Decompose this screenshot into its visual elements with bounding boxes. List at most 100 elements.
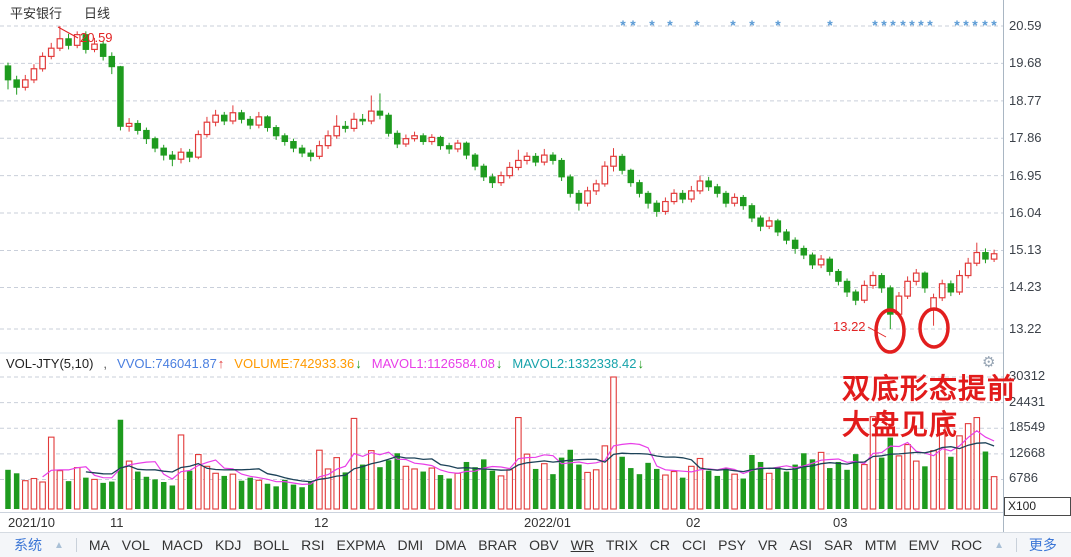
toolbar-item-VR[interactable]: VR — [758, 537, 778, 553]
settings-gear-icon[interactable]: ⚙ — [982, 354, 996, 371]
toolbar-item-PSY[interactable]: PSY — [718, 537, 747, 553]
toolbar-item-EMV[interactable]: EMV — [908, 537, 939, 553]
price-axis-label: 18.77 — [1009, 92, 1042, 108]
toolbar-separator — [1015, 538, 1017, 552]
toolbar-item-ROC[interactable]: ROC — [950, 537, 983, 553]
signal-asterisk: * — [927, 17, 933, 33]
toolbar-item-WR[interactable]: WR — [570, 537, 594, 553]
signal-asterisk: * — [918, 17, 924, 33]
toolbar-item-MACD[interactable]: MACD — [161, 537, 203, 553]
annotation-line-1: 双底形态提前 — [842, 373, 1017, 404]
toolbar-separator — [75, 538, 77, 552]
trend-arrow-icon: ↓ — [637, 355, 644, 371]
x-axis-label: 02 — [686, 515, 701, 530]
price-axis: X100 20.59 19.68 18.77 17.86 16.95 16.04 15.13… — [1003, 0, 1071, 532]
toolbar-item-more[interactable]: 更多 — [1028, 537, 1057, 553]
chart-period: 日线 — [84, 6, 111, 21]
toolbar-item-BOLL[interactable]: BOLL — [253, 537, 290, 553]
x-axis-label: 11 — [110, 515, 124, 530]
signal-asterisk: * — [775, 17, 781, 33]
volume-indicator-header: VOL-JTY(5,10) , VVOL:746041.87 ↑ VOLUME:74… — [6, 355, 644, 371]
toolbar-item-CR[interactable]: CR — [649, 537, 671, 553]
bottom-price-label: 13.22 — [833, 319, 866, 334]
indicator-toolbar: 系统 ▲ MA VOL MACD KDJ BOLL RSI EXPMA DMI DMA BRAR OBV… — [0, 532, 1071, 557]
double-bottom-circle-2 — [918, 307, 950, 349]
volume-axis-label: 30312 — [1009, 368, 1046, 383]
double-bottom-circle-1 — [874, 308, 906, 354]
toolbar-item-BRAR[interactable]: BRAR — [478, 537, 518, 553]
trend-arrow-icon: ↓ — [355, 355, 362, 371]
signal-asterisk: * — [649, 17, 655, 33]
signal-asterisk: * — [900, 17, 906, 33]
toolbar-item-MA[interactable]: MA — [88, 537, 110, 553]
separator-comma: , — [103, 355, 108, 371]
volume-header-segment: VVOL:746041.87 ↑ — [117, 356, 224, 371]
price-axis-label: 13.22 — [1009, 321, 1042, 336]
toolbar-item-OBV[interactable]: OBV — [529, 537, 559, 553]
peak-price-label: 20.59 — [80, 30, 113, 45]
indicator-value: VVOL:746041.87 — [117, 355, 217, 371]
volume-bars — [5, 376, 998, 510]
volume-axis-label: 12668 — [1009, 444, 1046, 460]
price-axis-label: 16.04 — [1009, 205, 1042, 221]
price-axis-label: 16.95 — [1009, 167, 1042, 183]
volume-header-segment: MAVOL1:1126584.08 ↓ — [372, 356, 503, 371]
signal-asterisk: * — [954, 17, 960, 33]
x-axis-label: 2022/01 — [524, 515, 571, 530]
trend-arrow-icon: ↓ — [495, 355, 503, 371]
toolbar-item-EXPMA[interactable]: EXPMA — [336, 537, 386, 553]
toolbar-item-KDJ[interactable]: KDJ — [214, 537, 242, 553]
toolbar-item-DMI[interactable]: DMI — [397, 537, 424, 553]
signal-asterisk: * — [827, 17, 833, 33]
toolbar-item-CCI[interactable]: CCI — [681, 537, 707, 553]
toolbar-item-RSI[interactable]: RSI — [301, 537, 325, 553]
candles — [4, 26, 998, 329]
signal-asterisk: * — [890, 17, 896, 33]
triangle-up-icon[interactable]: ▲ — [994, 539, 1004, 551]
price-axis-label: 20.59 — [1009, 18, 1042, 33]
toolbar-item-VOL[interactable]: VOL — [121, 537, 150, 553]
volume-axis-label: 24431 — [1009, 393, 1046, 409]
indicator-value: MAVOL1:1126584.08 — [371, 355, 495, 371]
signal-asterisk: * — [972, 17, 978, 33]
volume-indicator-title[interactable]: VOL-JTY(5,10) — [6, 355, 94, 371]
signal-asterisk: * — [694, 17, 700, 33]
signal-asterisk: * — [730, 17, 736, 33]
price-axis-label: 15.13 — [1009, 242, 1042, 258]
toolbar-item-ASI[interactable]: ASI — [789, 537, 813, 553]
toolbar-item-system[interactable]: 系统 — [14, 537, 42, 553]
toolbar-item-DMA[interactable]: DMA — [435, 537, 467, 553]
analyst-annotation-text: 双底形态提前 大盘见底 — [842, 371, 1016, 443]
toolbar-item-TRIX[interactable]: TRIX — [605, 537, 638, 553]
indicator-value: MAVOL2:1332338.42 — [512, 355, 637, 371]
toolbar-item-SAR[interactable]: SAR — [824, 537, 853, 553]
volume-header-segment: MAVOL2:1332338.42 ↓ — [512, 356, 644, 371]
price-axis-label: 14.23 — [1009, 279, 1042, 295]
signal-asterisk: * — [982, 17, 988, 33]
stock-name: 平安银行 — [10, 6, 63, 21]
signal-asterisk: * — [630, 17, 636, 33]
volume-header-segment: VOLUME:742933.36 ↓ — [234, 356, 361, 371]
signal-asterisk: * — [620, 17, 626, 33]
signal-asterisks: * * * * * * * * * * * * * * * * * * * * * — [620, 17, 997, 33]
x-axis-label: 03 — [833, 515, 848, 530]
volume-axis-label: 18549 — [1009, 419, 1046, 435]
signal-asterisk: * — [749, 17, 755, 33]
candlestick-volume-chart[interactable]: * * * * * * * * * * * * * * * * * * * * * 20.59 13.22 — [0, 0, 1003, 532]
annotation-line-2: 大盘见底 — [842, 409, 959, 440]
indicator-value: VOLUME:742933.36 — [234, 355, 355, 371]
signal-asterisk: * — [667, 17, 673, 33]
price-axis-label: 19.68 — [1009, 55, 1042, 71]
x-axis: 2021/10 11 12 2022/01 02 03 — [0, 512, 1003, 533]
triangle-up-icon[interactable]: ▲ — [53, 539, 64, 551]
signal-asterisk: * — [872, 17, 878, 33]
signal-asterisk: * — [881, 17, 887, 33]
chart-annotations: 20.59 13.22 — [57, 26, 950, 354]
chart-title: 平安银行 日线 — [10, 3, 110, 22]
volume-ma-lines — [42, 430, 995, 486]
signal-asterisk: * — [909, 17, 915, 33]
volume-axis-label: 6786 — [1009, 470, 1038, 486]
toolbar-item-MTM[interactable]: MTM — [864, 537, 897, 553]
signal-asterisk: * — [991, 17, 997, 33]
